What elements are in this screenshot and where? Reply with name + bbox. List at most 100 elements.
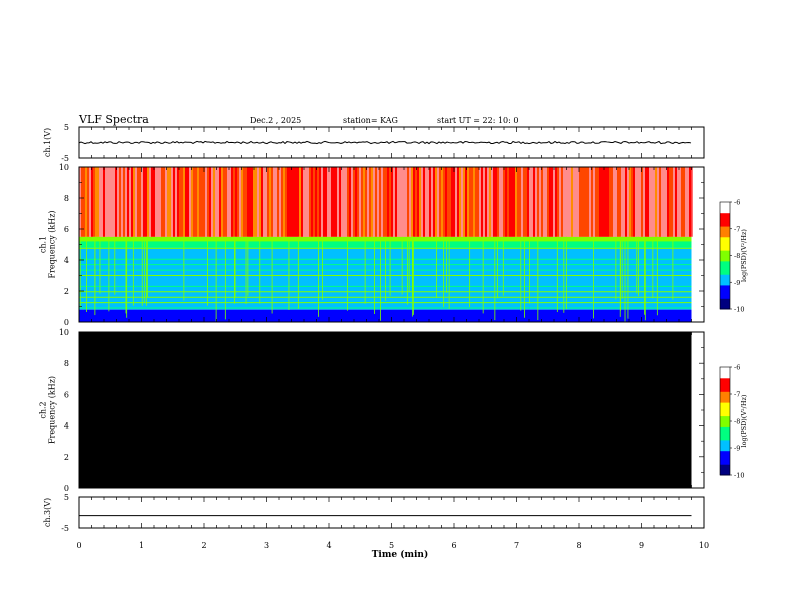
colorbar-swatch — [720, 284, 730, 289]
spectrogram-streak — [581, 167, 583, 237]
colorbar-swatch — [720, 258, 730, 262]
spectrogram-streak — [331, 167, 333, 237]
colorbar-swatch — [720, 394, 730, 398]
x-tick-label: 5 — [389, 541, 394, 550]
x-tick-label: 3 — [264, 541, 269, 550]
spectrogram-streak — [525, 167, 527, 237]
spectrogram-streak — [177, 167, 179, 237]
spectrogram-streak — [297, 167, 299, 237]
colorbar-swatch — [720, 383, 730, 387]
colorbar-swatch — [720, 271, 730, 275]
spectrogram-streak — [163, 167, 165, 237]
colorbar-swatch — [720, 306, 730, 310]
y-tick-label: 5 — [64, 123, 69, 132]
colorbar-swatch — [720, 276, 730, 281]
spectrogram-streak — [171, 167, 173, 237]
spectrogram-streak — [221, 167, 223, 237]
spectrogram-streak — [213, 167, 215, 237]
spectrogram-streak — [547, 167, 549, 237]
colorbar-swatch — [720, 202, 730, 206]
colorbar-swatch — [720, 369, 730, 373]
x-tick-label: 1 — [139, 541, 144, 550]
colorbar-tick-label: -7 — [734, 225, 740, 233]
colorbar-swatch — [720, 295, 730, 299]
spectrogram-streak — [673, 167, 675, 237]
spectrogram-streak — [121, 167, 123, 237]
y-tick-label: 4 — [64, 422, 69, 431]
spectrogram-streak — [469, 167, 471, 237]
spectrogram-streak — [327, 167, 329, 237]
spectrogram-streak — [165, 167, 167, 237]
spectrogram-streak — [227, 167, 229, 237]
colorbar-swatch — [720, 287, 730, 291]
spectrogram-streak — [655, 167, 657, 237]
spectrogram-streak — [207, 167, 209, 237]
colorbar-swatch — [720, 239, 730, 243]
colorbar-swatch — [720, 431, 730, 435]
colorbar-swatch — [720, 292, 730, 297]
spectrogram-streak — [183, 167, 185, 237]
spectrogram-streak — [649, 167, 651, 237]
spectrogram-streak — [101, 167, 103, 237]
colorbar-swatch — [720, 464, 730, 468]
spectrogram-streak — [231, 167, 233, 237]
y-tick-label: 6 — [64, 225, 69, 234]
spectrogram-streak — [577, 167, 579, 237]
colorbar-swatch — [720, 300, 730, 305]
colorbar-swatch — [720, 234, 730, 238]
spectrogram-streak — [135, 167, 137, 237]
spectrogram-streak — [373, 167, 375, 237]
colorbar-swatch — [720, 204, 730, 208]
spectrogram-streak — [263, 167, 265, 237]
spectrogram-streak — [473, 167, 475, 237]
spectrogram-streak — [637, 167, 639, 237]
ch1-waveform-panel: 5 -5 ch.1(V) — [43, 123, 705, 163]
spectrogram-streak — [283, 167, 285, 237]
spectrogram-streak — [275, 167, 277, 237]
spectrogram-streak — [119, 167, 121, 237]
y-tick-label: 10 — [59, 163, 69, 172]
spectrogram-streak — [347, 167, 349, 237]
spectrogram-streak — [245, 167, 247, 237]
header-date: Dec.2 , 2025 — [250, 116, 301, 125]
spectrogram-streak — [533, 167, 535, 237]
spectrogram-streak — [233, 167, 235, 237]
colorbar-swatch — [720, 458, 730, 462]
spectrogram-streak — [661, 167, 663, 237]
spectrogram-streak — [361, 167, 363, 237]
spectrogram-streak — [141, 167, 143, 237]
colorbar-swatch — [720, 472, 730, 476]
y-axis-label: ch.2 — [39, 401, 48, 418]
spectrogram-streak — [305, 167, 307, 237]
y-tick-label: 8 — [64, 194, 69, 203]
x-tick-label: 0 — [76, 541, 81, 550]
colorbar-swatch — [720, 388, 730, 392]
spectrogram-streak — [247, 167, 249, 237]
colorbar-swatch — [720, 207, 730, 211]
colorbar-swatch — [720, 242, 730, 246]
spectrogram-streak — [629, 167, 631, 237]
spectrogram-streak — [479, 167, 481, 237]
spectrogram-streak — [223, 167, 225, 237]
spectrogram-streak — [239, 167, 241, 237]
spectrogram-streak — [253, 167, 255, 237]
spectrogram-streak — [683, 167, 685, 237]
spectrogram-streak — [483, 167, 485, 237]
spectrogram-streak — [145, 167, 147, 237]
spectrogram-streak — [217, 167, 219, 237]
spectrogram-streak — [675, 167, 677, 237]
y-axis-label: Frequency (kHz) — [48, 376, 57, 444]
spectrogram-streak — [93, 167, 95, 237]
spectrogram-streak — [433, 167, 435, 237]
spectrogram-streak — [403, 167, 405, 237]
spectrogram-streak — [677, 167, 679, 237]
colorbar-swatch — [720, 303, 730, 307]
spectrogram-streak — [155, 167, 157, 237]
colorbar-swatch — [720, 215, 730, 219]
spectrogram-streak — [371, 167, 373, 237]
spectrogram-streak — [423, 167, 425, 237]
spectrogram-streak — [359, 167, 361, 237]
colorbar-swatch — [720, 402, 730, 406]
y-axis-label: ch.3(V) — [43, 498, 52, 527]
spectrogram-streak — [645, 167, 647, 237]
